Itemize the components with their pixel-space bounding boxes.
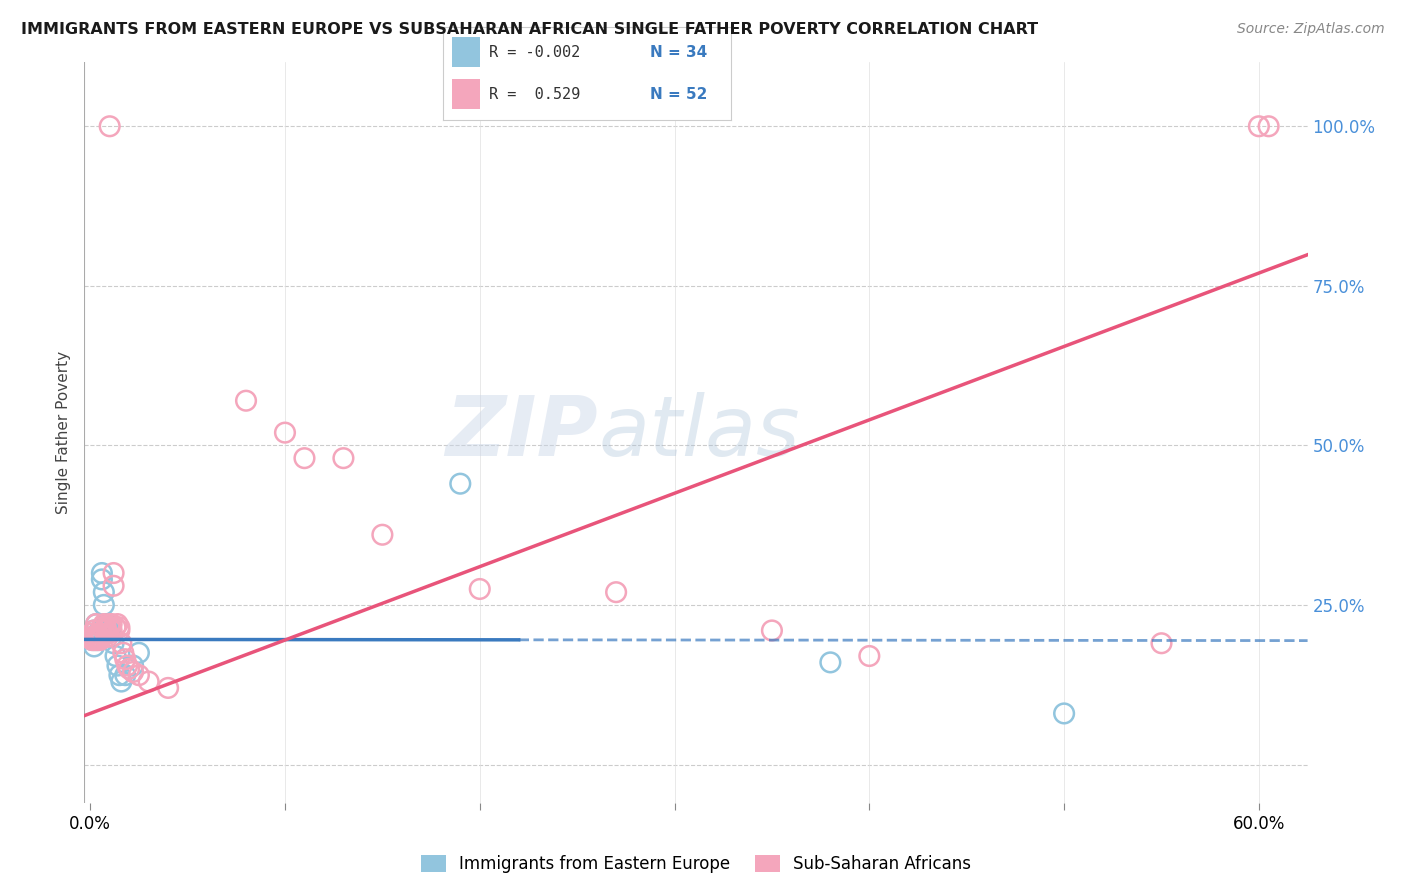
Point [449, 476, 471, 491]
Point [235, 393, 257, 408]
Point [114, 668, 136, 682]
Point [82, 626, 104, 640]
Point [100, 617, 122, 632]
Point [82, 633, 104, 648]
Point [128, 668, 150, 682]
Point [107, 658, 129, 673]
Point [122, 665, 145, 679]
Point [84, 630, 107, 644]
Text: R =  0.529: R = 0.529 [489, 87, 581, 102]
Point [90, 566, 112, 580]
Text: Source: ZipAtlas.com: Source: ZipAtlas.com [1237, 22, 1385, 37]
Point [115, 658, 138, 673]
Point [83, 633, 105, 648]
Point [100, 624, 122, 638]
Point [82, 630, 104, 644]
Point [97, 626, 120, 640]
Point [1247, 120, 1270, 134]
Point [90, 620, 112, 634]
Point [468, 582, 491, 596]
Point [84, 630, 107, 644]
Point [128, 646, 150, 660]
Y-axis label: Single Father Poverty: Single Father Poverty [56, 351, 72, 514]
Point [112, 646, 135, 660]
Point [97, 617, 120, 632]
Point [94, 620, 117, 634]
Text: R = -0.002: R = -0.002 [489, 45, 581, 60]
Point [138, 674, 160, 689]
Point [87, 630, 110, 644]
Point [83, 633, 105, 648]
Point [1257, 120, 1279, 134]
Point [94, 617, 117, 632]
Point [87, 633, 110, 648]
Point [110, 636, 132, 650]
Point [332, 451, 354, 466]
Point [108, 624, 131, 638]
Point [605, 585, 627, 599]
Point [104, 648, 127, 663]
Point [103, 636, 125, 650]
Point [108, 668, 131, 682]
Point [84, 633, 107, 648]
Point [89, 626, 111, 640]
Point [84, 617, 107, 632]
Point [83, 624, 105, 638]
Point [108, 620, 131, 634]
Point [94, 624, 117, 638]
Point [89, 630, 111, 644]
Point [98, 624, 121, 638]
Point [93, 598, 115, 612]
Point [83, 630, 105, 644]
Point [93, 617, 115, 632]
Point [157, 681, 180, 695]
Point [118, 662, 141, 676]
Text: N = 34: N = 34 [651, 45, 707, 60]
Text: IMMIGRANTS FROM EASTERN EUROPE VS SUBSAHARAN AFRICAN SINGLE FATHER POVERTY CORRE: IMMIGRANTS FROM EASTERN EUROPE VS SUBSAH… [21, 22, 1038, 37]
Point [114, 652, 136, 666]
Point [89, 624, 111, 638]
Point [98, 624, 121, 638]
Point [87, 626, 110, 640]
Legend: Immigrants from Eastern Europe, Sub-Saharan Africans: Immigrants from Eastern Europe, Sub-Saha… [413, 848, 979, 880]
Point [83, 624, 105, 638]
Point [90, 573, 112, 587]
Point [90, 626, 112, 640]
Text: ZIP: ZIP [446, 392, 598, 473]
Text: atlas: atlas [598, 392, 800, 473]
Point [103, 566, 125, 580]
Point [83, 640, 105, 654]
Point [97, 630, 120, 644]
Point [122, 658, 145, 673]
Point [107, 617, 129, 632]
Point [100, 630, 122, 644]
Point [84, 633, 107, 648]
Point [93, 585, 115, 599]
Point [93, 624, 115, 638]
Point [98, 620, 121, 634]
Point [294, 451, 316, 466]
Point [103, 579, 125, 593]
Point [274, 425, 297, 440]
Text: N = 52: N = 52 [651, 87, 707, 102]
Point [98, 120, 121, 134]
Point [104, 620, 127, 634]
Point [371, 527, 394, 541]
Point [110, 674, 132, 689]
Point [87, 633, 110, 648]
Point [1150, 636, 1173, 650]
Bar [451, 37, 481, 67]
Point [761, 624, 783, 638]
Point [82, 630, 104, 644]
Point [1053, 706, 1076, 721]
Point [84, 617, 107, 632]
Point [820, 656, 842, 670]
Point [98, 617, 121, 632]
Point [858, 648, 880, 663]
Point [89, 633, 111, 648]
Bar [451, 79, 481, 109]
Point [97, 620, 120, 634]
Point [82, 633, 104, 648]
